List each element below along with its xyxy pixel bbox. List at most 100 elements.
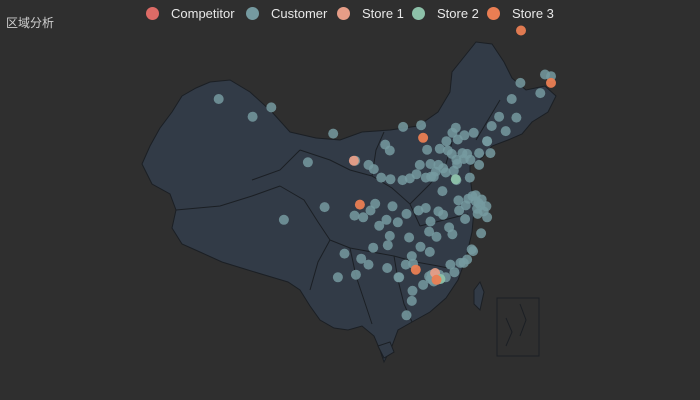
point-customer[interactable] xyxy=(406,251,417,262)
point-customer[interactable] xyxy=(413,205,424,216)
point-customer[interactable] xyxy=(431,231,442,242)
point-customer[interactable] xyxy=(457,148,468,159)
point-customer[interactable] xyxy=(449,267,460,278)
point-customer[interactable] xyxy=(384,145,395,156)
point-customer[interactable] xyxy=(486,121,497,131)
point-customer[interactable] xyxy=(266,102,277,113)
point-store-3[interactable] xyxy=(431,274,442,285)
legend-item-store-3[interactable]: Store 3 xyxy=(487,3,554,23)
point-customer[interactable] xyxy=(445,259,456,270)
point-customer[interactable] xyxy=(376,172,387,183)
point-customer[interactable] xyxy=(382,263,393,273)
point-customer[interactable] xyxy=(474,159,485,170)
point-store-3[interactable] xyxy=(546,77,556,88)
point-customer[interactable] xyxy=(438,209,449,220)
legend-item-competitor[interactable]: Competitor xyxy=(146,3,235,23)
china-landmass xyxy=(141,41,557,364)
point-customer[interactable] xyxy=(494,111,505,122)
point-customer[interactable] xyxy=(384,230,395,241)
point-customer[interactable] xyxy=(515,77,526,88)
point-customer[interactable] xyxy=(418,279,429,290)
point-store-2[interactable] xyxy=(450,174,461,185)
point-customer[interactable] xyxy=(319,202,330,213)
point-customer[interactable] xyxy=(387,201,398,212)
point-customer[interactable] xyxy=(411,169,422,180)
point-customer[interactable] xyxy=(422,144,433,155)
point-customer[interactable] xyxy=(401,310,412,321)
point-customer[interactable] xyxy=(415,241,426,252)
point-customer[interactable] xyxy=(370,198,381,209)
point-store-3[interactable] xyxy=(516,25,526,36)
point-customer[interactable] xyxy=(368,242,379,253)
point-customer[interactable] xyxy=(424,246,435,257)
point-store-3[interactable] xyxy=(418,132,429,143)
point-customer[interactable] xyxy=(434,143,445,154)
legend-item-store-2[interactable]: Store 2 xyxy=(412,3,479,23)
point-customer[interactable] xyxy=(400,259,411,270)
point-customer[interactable] xyxy=(485,148,496,159)
point-customer[interactable] xyxy=(470,196,481,207)
point-customer[interactable] xyxy=(468,246,479,257)
point-customer[interactable] xyxy=(406,295,417,306)
point-customer[interactable] xyxy=(425,159,436,169)
point-customer[interactable] xyxy=(472,203,483,214)
point-customer[interactable] xyxy=(459,130,470,141)
point-customer[interactable] xyxy=(401,208,412,219)
point-customer[interactable] xyxy=(368,164,379,175)
point-customer[interactable] xyxy=(247,111,258,122)
point-customer[interactable] xyxy=(460,214,471,224)
point-customer[interactable] xyxy=(356,253,367,264)
point-customer[interactable] xyxy=(393,272,404,283)
point-customer[interactable] xyxy=(385,174,396,185)
point-customer[interactable] xyxy=(349,210,360,221)
point-customer[interactable] xyxy=(363,259,374,270)
point-customer[interactable] xyxy=(332,272,343,283)
point-customer[interactable] xyxy=(500,126,511,137)
point-customer[interactable] xyxy=(450,122,461,133)
point-customer[interactable] xyxy=(506,94,517,104)
point-customer[interactable] xyxy=(465,154,476,165)
point-customer[interactable] xyxy=(511,112,522,123)
point-customer[interactable] xyxy=(464,172,475,183)
point-customer[interactable] xyxy=(454,205,465,216)
point-customer[interactable] xyxy=(453,195,464,206)
point-customer[interactable] xyxy=(535,88,546,99)
point-store-1[interactable] xyxy=(348,155,359,166)
point-customer[interactable] xyxy=(438,163,449,174)
point-store-3[interactable] xyxy=(410,264,421,275)
point-customer[interactable] xyxy=(414,159,425,170)
point-customer[interactable] xyxy=(328,128,339,139)
point-customer[interactable] xyxy=(339,248,350,259)
point-customer[interactable] xyxy=(420,172,431,183)
point-customer[interactable] xyxy=(468,127,479,138)
point-customer[interactable] xyxy=(437,186,448,197)
point-customer[interactable] xyxy=(476,228,487,239)
point-customer[interactable] xyxy=(382,240,393,251)
point-customer[interactable] xyxy=(358,212,369,223)
legend-item-customer[interactable]: Customer xyxy=(246,3,327,23)
point-customer[interactable] xyxy=(350,269,361,280)
point-customer[interactable] xyxy=(482,136,493,147)
point-customer[interactable] xyxy=(302,157,313,168)
point-customer[interactable] xyxy=(407,285,418,296)
point-store-3[interactable] xyxy=(354,199,365,210)
point-customer[interactable] xyxy=(424,226,435,237)
point-customer[interactable] xyxy=(213,94,224,104)
point-customer[interactable] xyxy=(278,214,289,225)
point-customer[interactable] xyxy=(447,229,458,240)
legend-dot-store-3 xyxy=(487,6,500,20)
point-customer[interactable] xyxy=(474,148,485,159)
point-customer[interactable] xyxy=(381,214,392,225)
point-customer[interactable] xyxy=(416,120,427,131)
point-customer[interactable] xyxy=(452,159,463,169)
point-customer[interactable] xyxy=(392,217,403,228)
point-customer[interactable] xyxy=(398,121,409,132)
point-customer[interactable] xyxy=(374,220,385,231)
point-customer[interactable] xyxy=(462,254,473,265)
point-customer[interactable] xyxy=(425,216,436,227)
point-customer[interactable] xyxy=(441,136,452,147)
point-customer[interactable] xyxy=(404,232,415,243)
legend-item-store-1[interactable]: Store 1 xyxy=(337,3,404,23)
point-customer[interactable] xyxy=(442,145,453,156)
